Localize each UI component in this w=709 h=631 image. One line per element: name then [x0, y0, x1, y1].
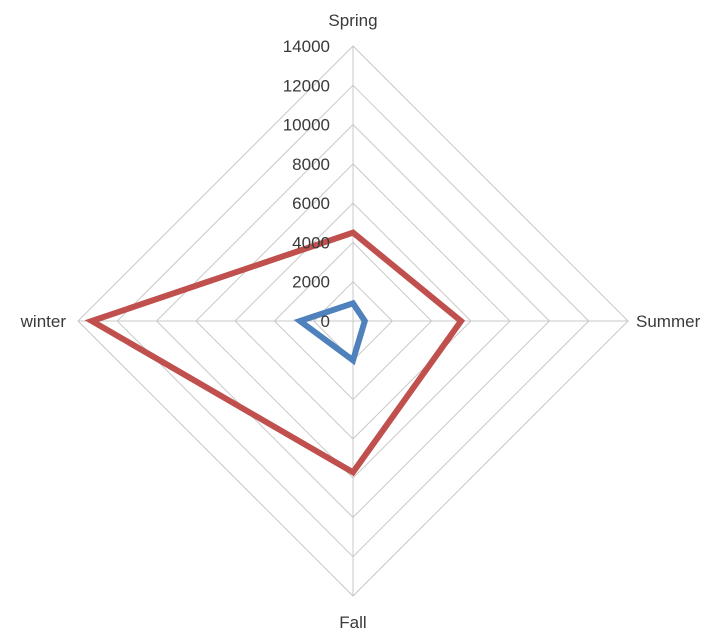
series-line-1	[84, 229, 466, 477]
category-label-summer: Summer	[636, 312, 701, 331]
tick-label-8000: 8000	[292, 155, 330, 174]
category-label-fall: Fall	[339, 613, 366, 631]
tick-label-0: 0	[321, 312, 330, 331]
tick-label-12000: 12000	[283, 76, 330, 95]
tick-label-10000: 10000	[283, 116, 330, 135]
tick-label-6000: 6000	[292, 194, 330, 213]
category-label-spring: Spring	[328, 11, 377, 30]
tick-label-14000: 14000	[283, 37, 330, 56]
category-label-winter: winter	[20, 312, 67, 331]
tick-label-2000: 2000	[292, 273, 330, 292]
tick-label-4000: 4000	[292, 233, 330, 252]
series-line-2	[293, 299, 369, 366]
radar-category-labels: Spring Summer Fall winter	[20, 11, 701, 631]
radar-grid	[77, 45, 629, 597]
radar-series	[84, 229, 466, 477]
radar-tick-labels: 0 2000 4000 6000 8000 10000 12000 14000	[283, 37, 330, 331]
